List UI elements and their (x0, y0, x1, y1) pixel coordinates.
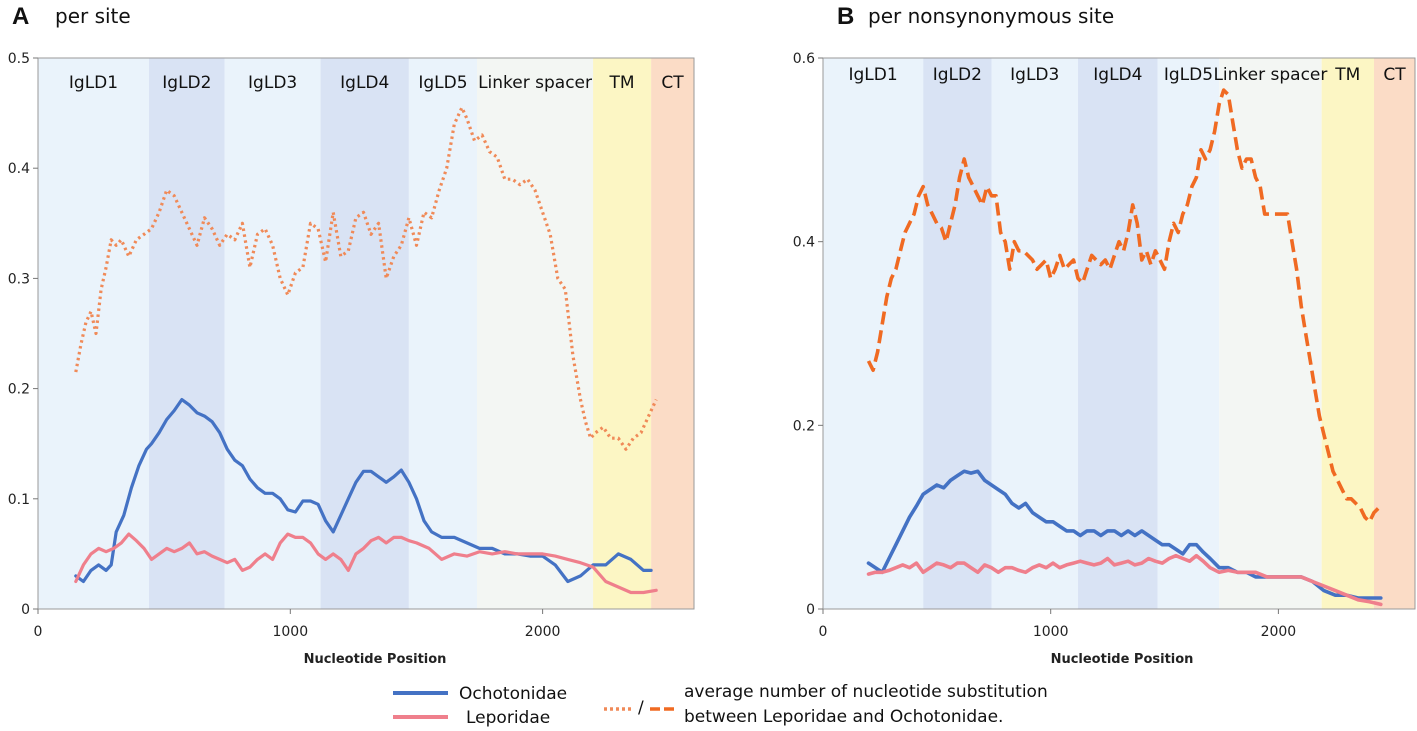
y-tick-label: 0.2 (793, 418, 815, 434)
region-label-igld4: IgLD4 (340, 73, 389, 93)
x-tick-label: 2000 (1261, 624, 1297, 640)
region-label-igld5: IgLD5 (418, 73, 467, 93)
region-band-ct (651, 58, 694, 609)
y-tick-label: 0.6 (793, 51, 815, 67)
y-tick-label: 0.4 (793, 235, 815, 251)
region-band-igld2 (923, 58, 992, 609)
x-tick-label: 1000 (272, 624, 308, 640)
series-line-leporidae-a (74, 532, 658, 595)
region-label-igld2: IgLD2 (933, 65, 982, 85)
panel-title-a: per site (55, 4, 131, 28)
region-band-igld1 (38, 58, 150, 609)
region-band-igld4 (320, 58, 409, 609)
region-band-ct (1374, 58, 1415, 609)
region-label-ct: CT (1383, 65, 1406, 85)
x-tick-label: 1000 (1033, 624, 1069, 640)
region-band-igld2 (149, 58, 225, 609)
y-tick-label: 0 (806, 602, 815, 618)
legend-slash: / (638, 698, 644, 718)
region-label-igld4: IgLD4 (1093, 65, 1142, 85)
y-tick-label: 0.3 (8, 271, 30, 287)
region-label-igld1: IgLD1 (69, 73, 118, 93)
region-label-igld2: IgLD2 (162, 73, 211, 93)
plot-area-a: IgLD1 IgLD2 IgLD3 IgLD4 IgLD5 Linker spacer TM… (8, 51, 695, 640)
region-label-igld1: IgLD1 (848, 65, 897, 85)
region-band-igld3 (991, 58, 1079, 609)
region-band-igld5 (1157, 58, 1220, 609)
region-band-igld5 (408, 58, 478, 609)
series-line-leporidae-b (866, 553, 1383, 607)
region-band-igld3 (224, 58, 321, 609)
region-label-igld3: IgLD3 (1010, 65, 1059, 85)
region-label-tm: TM (609, 73, 635, 93)
legend-label-average-line2: between Leporidae and Ochotonidae. (684, 707, 1003, 727)
region-label-tm: TM (1334, 65, 1360, 85)
region-band-igld4 (1078, 58, 1158, 609)
panel-letter-a: A (12, 3, 29, 30)
axis-frame-a (37, 57, 695, 610)
region-label-linker-spacer: Linker spacer (478, 73, 592, 93)
region-label-linker-spacer: Linker spacer (1213, 65, 1327, 85)
x-tick-label: 0 (819, 624, 828, 640)
plot-area-b: IgLD1 IgLD2 IgLD3 IgLD4 IgLD5 Linker spacer TM… (793, 51, 1416, 640)
series-line-ochotonidae-b (866, 469, 1383, 600)
y-tick-label: 0.2 (8, 382, 30, 398)
panel-letter-b: B (837, 3, 854, 30)
axis-frame-b (822, 57, 1416, 610)
panel-title-b: per nonsynonymous site (868, 4, 1114, 28)
y-tick-label: 0.4 (8, 161, 30, 177)
legend: Ochotonidae Leporidae / average number o… (393, 682, 1048, 728)
legend-label-leporidae: Leporidae (466, 708, 550, 728)
region-band-igld1 (823, 58, 924, 609)
panel-b: IgLD1 IgLD2 IgLD3 IgLD4 IgLD5 Linker spacer TM… (793, 3, 1416, 667)
x-tick-label: 2000 (525, 624, 561, 640)
x-axis-label-b: Nucleotide Position (1051, 652, 1194, 667)
y-tick-label: 0.5 (8, 51, 30, 67)
region-band-tm (593, 58, 652, 609)
region-band-tm (1321, 58, 1375, 609)
region-label-igld3: IgLD3 (248, 73, 297, 93)
legend-label-average-line1: average number of nucleotide substitutio… (684, 682, 1048, 702)
y-tick-label: 0.1 (8, 492, 30, 508)
series-line-average-substitution-b (866, 88, 1380, 524)
region-label-ct: CT (661, 73, 684, 93)
y-tick-label: 0 (21, 602, 30, 618)
legend-label-ochotonidae: Ochotonidae (459, 684, 567, 704)
region-label-igld5: IgLD5 (1164, 65, 1213, 85)
x-tick-label: 0 (34, 624, 43, 640)
panel-a: IgLD1 IgLD2 IgLD3 IgLD4 IgLD5 Linker spacer TM… (8, 3, 695, 667)
series-line-average-substitution-a (74, 105, 658, 451)
region-band-linker-spacer (477, 58, 594, 609)
x-axis-label-a: Nucleotide Position (304, 652, 447, 667)
